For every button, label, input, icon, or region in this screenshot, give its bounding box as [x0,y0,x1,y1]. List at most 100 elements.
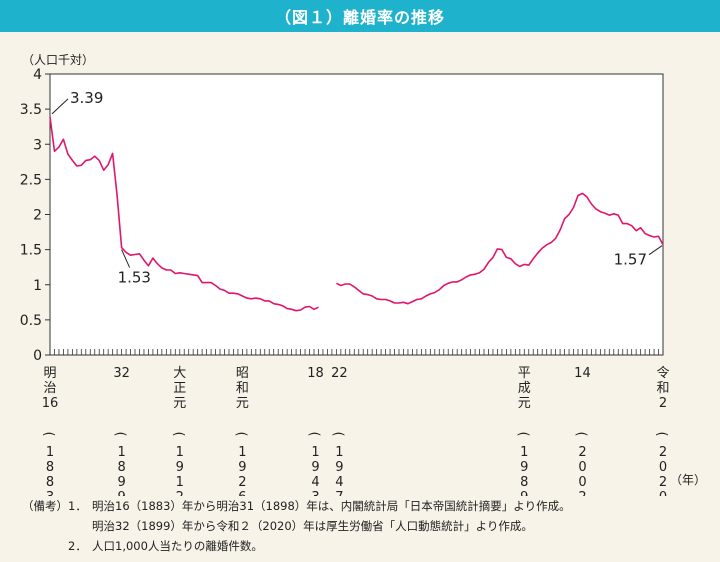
svg-text:1: 1 [520,445,528,460]
annotation-leader [121,249,131,268]
svg-text:和: 和 [656,381,669,396]
x-tick-label-year: (2002) [573,431,588,496]
svg-text:6: 6 [238,490,246,496]
svg-text:9: 9 [117,475,125,490]
x-tick-label: 32 (1899) [113,366,130,496]
svg-text:1: 1 [335,445,343,460]
svg-text:令: 令 [656,366,669,381]
x-tick-label-year: (2020) [654,431,669,496]
x-tick-label: 14 (2002) [573,366,590,496]
x-axis: 明治16(1883)32(1899)大正元(1912)昭和元(1926)18(1… [41,349,670,496]
note-text: 明治16（1883）年から明治31（1898）年は、内閣統計局「日本帝国統計摘要… [92,499,571,513]
series-layer [49,116,664,312]
y-tick-label: 2.5 [20,172,42,188]
svg-text:(: ( [171,431,186,436]
svg-text:和: 和 [236,381,249,396]
x-tick-label-year: (1912) [171,431,186,496]
x-axis-label: （年） [670,473,706,487]
x-tick-label-era-num: 22 [331,366,348,381]
y-tick-label: 1 [33,278,42,294]
svg-text:成: 成 [518,381,531,396]
x-tick-label: 平成元 (1989) [515,366,531,496]
note-text: 明治32（1899）年から令和２（2020）年は厚生労働省「人口動態統計」より作… [92,519,533,533]
svg-text:9: 9 [520,490,528,496]
svg-text:2: 2 [578,445,586,460]
svg-text:2: 2 [659,445,667,460]
y-axis: 0 0.5 1 1.5 2 2.5 3 3.5 4 [20,67,50,364]
svg-text:0: 0 [659,460,667,475]
svg-text:(: ( [573,431,588,436]
svg-text:9: 9 [311,460,319,475]
svg-text:元: 元 [518,396,531,411]
svg-text:正: 正 [173,381,186,396]
svg-text:0: 0 [659,490,667,496]
y-tick-label: 1.5 [20,243,42,259]
svg-text:0: 0 [578,460,586,475]
svg-text:1: 1 [117,445,125,460]
annotation-label: 1.53 [118,269,151,287]
notes: （備考） 1． 明治16（1883）年から明治31（1898）年は、内閣統計局「… [22,496,712,556]
svg-text:0: 0 [578,475,586,490]
svg-text:1: 1 [238,445,246,460]
svg-text:昭: 昭 [236,366,249,381]
svg-text:明: 明 [43,366,56,381]
svg-text:9: 9 [176,460,184,475]
svg-text:8: 8 [117,460,125,475]
svg-text:1: 1 [311,445,319,460]
svg-text:9: 9 [335,460,343,475]
x-tick-label-era-num: 2 [659,396,667,411]
svg-text:2: 2 [176,490,184,496]
svg-text:8: 8 [46,475,54,490]
x-tick-label: 昭和元 (1926) [233,366,249,496]
svg-text:治: 治 [43,381,56,396]
x-tick-label-era: 昭和元 [236,366,249,411]
svg-text:3: 3 [46,490,54,496]
annotation-leader [648,245,663,256]
svg-text:(: ( [306,431,321,436]
annotation-label: 3.39 [70,89,103,107]
x-tick-label-era-num: 18 [307,366,324,381]
svg-text:1: 1 [46,445,54,460]
svg-text:9: 9 [238,460,246,475]
svg-text:(: ( [41,431,56,436]
x-tick-label-year: (1899) [113,431,128,496]
svg-text:(: ( [113,431,128,436]
x-tick-label-year: (1926) [233,431,248,496]
note-number: 2． [68,539,87,553]
x-tick-label-year: (1943) [306,431,321,496]
x-tick-label: 令和2(2020) [654,366,670,496]
y-tick-label: 0 [33,348,42,364]
svg-text:1: 1 [176,445,184,460]
svg-text:(: ( [654,431,669,436]
svg-text:(: ( [330,431,345,436]
line-chart: 00.511.522.533.54 明治16(1883)32(1899)大正元(… [20,53,706,496]
plot-area [49,73,664,356]
y-tick-label: 3.5 [20,102,42,118]
x-tick-label-year: (1989) [515,431,530,496]
svg-text:8: 8 [520,475,528,490]
svg-text:(: ( [515,431,530,436]
series-line [336,192,664,305]
svg-text:元: 元 [173,396,186,411]
y-tick-label: 3 [33,137,42,153]
svg-text:4: 4 [335,475,343,490]
y-axis-label: （人口千対） [22,53,94,67]
x-tick-label-era-num: 14 [574,366,591,381]
svg-text:8: 8 [46,460,54,475]
svg-text:9: 9 [520,460,528,475]
x-tick-label-era-num: 16 [42,396,59,411]
x-tick-label-era: 平成元 [518,366,531,411]
svg-text:1: 1 [176,475,184,490]
svg-text:平: 平 [518,366,531,381]
x-tick-label: 明治16 (1883) [41,366,58,496]
note-number: 1． [68,499,87,513]
x-tick-label: 大正元 (1912) [171,366,187,496]
y-tick-label: 0.5 [20,313,42,329]
svg-text:3: 3 [311,490,319,496]
y-tick-label: 2 [33,208,42,224]
x-tick-label-year: (1883) [41,431,56,496]
x-tick-label-era: 明治 [43,366,56,396]
svg-text:元: 元 [236,396,249,411]
x-tick-label-era-num: 32 [113,366,130,381]
x-tick-label-year: (1947) [330,431,345,496]
